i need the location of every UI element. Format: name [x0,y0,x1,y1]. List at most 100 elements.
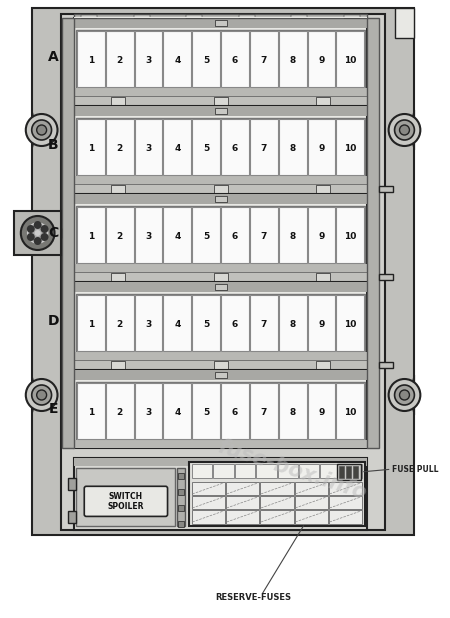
Text: D: D [48,314,59,328]
Bar [163,383,191,439]
Bar [74,184,367,194]
Bar [135,119,162,175]
Bar [74,352,367,360]
Circle shape [389,379,420,411]
Bar [111,361,125,369]
Bar [316,361,330,369]
Text: 3: 3 [145,56,152,64]
Circle shape [37,125,47,135]
Text: 4: 4 [174,56,180,64]
Text: A: A [48,50,59,64]
Text: fuse-box.info: fuse-box.info [216,436,369,504]
Text: 3: 3 [145,143,152,153]
Text: 3: 3 [145,407,152,417]
Bar [192,295,220,351]
Bar [214,273,228,281]
Text: 5: 5 [203,407,209,417]
Bar [279,31,306,87]
Bar [14,211,62,255]
Bar [250,383,278,439]
Bar [295,510,328,523]
Bar [77,295,105,351]
Text: 1: 1 [88,56,94,64]
Text: 5: 5 [203,320,209,329]
Bar [76,382,365,440]
Bar [192,483,225,496]
Text: 1: 1 [88,232,94,240]
Bar [163,295,191,351]
Bar [74,282,367,292]
Text: 10: 10 [344,232,356,240]
Bar [367,18,379,448]
Bar [292,15,307,18]
Bar [179,489,184,495]
Bar [74,194,367,204]
Bar [74,458,367,466]
Bar [308,119,336,175]
Text: 6: 6 [232,407,238,417]
Bar [337,464,361,480]
Bar [74,370,367,448]
Bar [337,383,365,439]
Bar [163,207,191,263]
Bar [74,282,367,360]
Bar [64,360,72,370]
Bar [186,15,202,18]
Polygon shape [32,375,37,415]
Text: 7: 7 [261,407,267,417]
Text: 8: 8 [290,232,296,240]
Bar [226,483,260,496]
Bar [215,196,226,202]
Text: 9: 9 [318,407,325,417]
Bar [295,496,328,509]
Bar [64,184,72,194]
Bar [339,466,344,478]
Text: 8: 8 [290,407,296,417]
Bar [74,18,367,28]
Text: C: C [49,226,58,240]
Bar [106,295,134,351]
Bar [76,294,365,352]
Bar [77,207,105,263]
Text: 8: 8 [290,56,296,64]
Text: 8: 8 [290,143,296,153]
Bar [192,510,225,523]
Bar [74,176,367,184]
Bar [221,207,249,263]
Bar [179,521,184,527]
Bar [74,360,367,370]
Bar [215,284,226,290]
Circle shape [21,216,54,250]
Circle shape [26,379,58,411]
Bar [77,119,105,175]
Text: 9: 9 [318,320,325,329]
Text: 6: 6 [232,320,238,329]
Text: 2: 2 [117,56,123,64]
Bar [308,383,336,439]
Bar [278,464,298,478]
Bar [379,186,392,192]
Text: 10: 10 [344,407,356,417]
Text: B: B [48,138,59,152]
Bar [308,31,336,87]
Bar [379,362,392,368]
Polygon shape [410,375,414,415]
Bar [189,462,365,526]
Bar [342,464,362,478]
Bar [192,119,220,175]
Bar [316,273,330,281]
Bar [214,97,228,105]
Bar [163,31,191,87]
Bar [77,31,105,87]
Bar [135,295,162,351]
Bar [329,510,362,523]
Text: 2: 2 [117,143,123,153]
Bar [74,264,367,272]
Bar [179,505,184,511]
Bar [261,483,294,496]
Bar [76,118,365,176]
Bar [226,510,260,523]
Text: 10: 10 [344,56,356,64]
Bar [74,194,367,272]
Circle shape [389,114,420,146]
